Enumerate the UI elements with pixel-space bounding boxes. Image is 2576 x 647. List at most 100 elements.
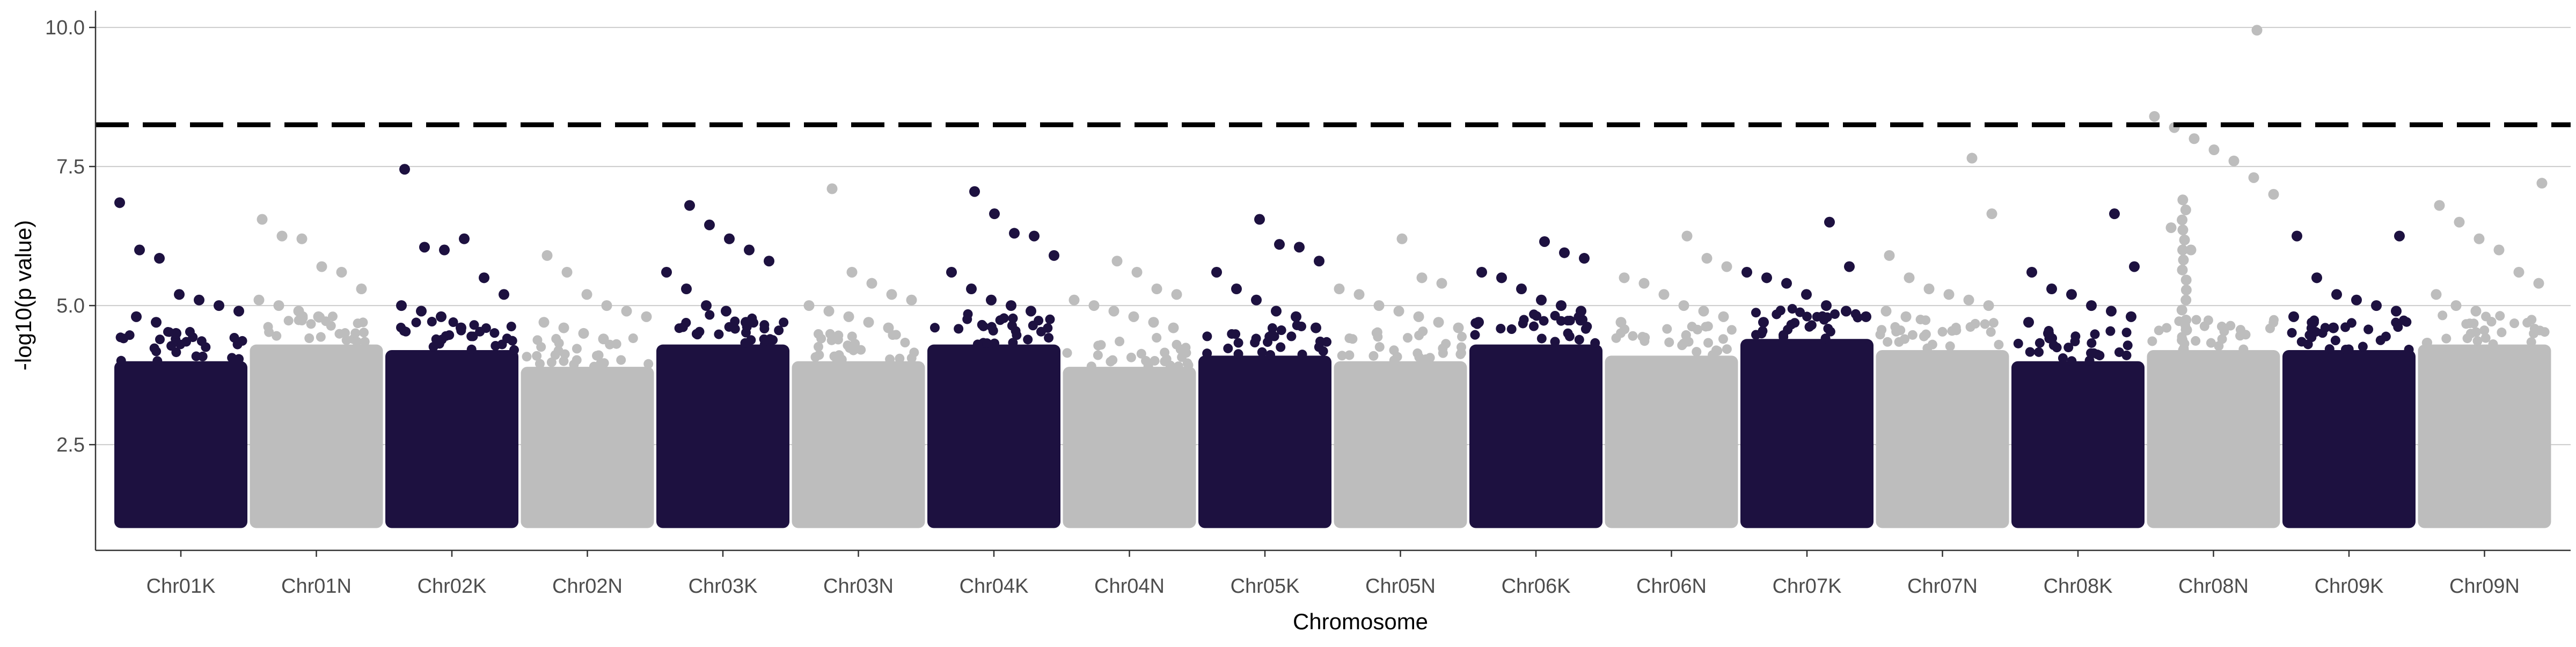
data-point — [2241, 330, 2251, 340]
data-point — [360, 337, 370, 347]
data-point — [1550, 337, 1560, 347]
data-points — [114, 25, 2551, 528]
data-point — [151, 346, 162, 357]
data-point — [152, 356, 163, 366]
data-point — [977, 319, 987, 330]
data-point — [358, 328, 369, 338]
data-point — [401, 326, 411, 337]
dense-point-cluster — [114, 361, 247, 528]
data-point — [174, 289, 185, 300]
data-point — [816, 333, 826, 344]
data-point — [2473, 233, 2485, 244]
data-point — [116, 355, 126, 366]
data-point — [1128, 311, 1139, 322]
data-point — [2129, 261, 2140, 272]
data-point — [131, 311, 142, 322]
data-point — [1036, 326, 1046, 337]
data-point — [2086, 348, 2096, 358]
data-point — [1453, 322, 1464, 333]
x-tick-label: Chr09N — [2449, 575, 2520, 598]
data-point — [1265, 350, 1276, 360]
x-tick-label: Chr04K — [960, 575, 1029, 598]
data-point — [1943, 289, 1955, 300]
data-point — [2121, 328, 2132, 338]
data-point — [1292, 320, 1302, 330]
data-point — [885, 354, 895, 365]
data-point — [2063, 343, 2074, 353]
data-point — [1374, 342, 1385, 352]
data-point — [1550, 310, 1560, 321]
data-point — [2087, 338, 2097, 348]
data-point — [746, 335, 756, 345]
dense-point-cluster — [1876, 350, 2009, 528]
data-point — [1850, 309, 1861, 319]
data-point — [2180, 204, 2191, 215]
data-point — [1820, 333, 1831, 344]
data-point — [296, 233, 308, 244]
data-point — [1496, 323, 1506, 333]
data-point — [883, 322, 894, 333]
data-point — [906, 353, 917, 363]
data-point — [1353, 289, 1365, 300]
dense-point-cluster — [250, 344, 383, 528]
data-point — [171, 328, 181, 339]
data-point — [171, 347, 181, 358]
data-point — [1202, 348, 1212, 359]
data-point — [1516, 283, 1527, 295]
data-point — [1761, 272, 1772, 283]
data-point — [550, 350, 560, 360]
data-point — [1536, 333, 1547, 344]
data-point — [721, 306, 731, 317]
data-point — [1988, 318, 1999, 328]
data-point — [2296, 337, 2307, 347]
data-point — [2109, 208, 2120, 220]
data-point — [1758, 317, 1769, 328]
data-point — [191, 351, 201, 361]
data-point — [1579, 253, 1590, 264]
data-point — [2180, 274, 2192, 286]
data-point — [1638, 278, 1650, 289]
data-point — [628, 333, 638, 343]
data-point — [990, 338, 1000, 348]
dense-point-cluster — [2147, 350, 2280, 528]
data-point — [1276, 342, 1286, 352]
data-point — [2533, 278, 2544, 289]
data-point — [1318, 346, 1328, 357]
x-tick-label: Chr02N — [552, 575, 623, 598]
data-point — [546, 357, 557, 367]
data-point — [779, 317, 789, 328]
data-point — [1678, 300, 1689, 311]
dense-point-cluster — [385, 350, 518, 528]
data-point — [900, 338, 910, 348]
x-tick-label: Chr02K — [418, 575, 487, 598]
data-point — [1966, 152, 1978, 164]
data-point — [1008, 338, 1018, 348]
data-point — [1786, 319, 1796, 330]
data-point — [2461, 319, 2471, 329]
data-point — [1470, 330, 1480, 340]
data-point — [768, 335, 778, 345]
data-point — [272, 331, 282, 341]
data-point — [2450, 300, 2462, 311]
data-point — [572, 355, 582, 365]
data-point — [969, 186, 980, 197]
data-point — [283, 316, 294, 326]
data-point — [1718, 334, 1728, 344]
y-tick-label: 5.0 — [56, 295, 85, 317]
data-point — [416, 306, 427, 317]
data-point — [1150, 355, 1160, 366]
data-point — [2404, 345, 2414, 355]
data-point — [1171, 289, 1182, 300]
dense-point-cluster — [1063, 367, 1196, 528]
data-point — [2340, 322, 2351, 332]
data-point — [1414, 330, 1424, 340]
data-point — [2013, 338, 2023, 348]
data-point — [535, 359, 545, 369]
data-point — [273, 300, 284, 311]
data-point — [1883, 337, 1893, 347]
data-point — [1590, 338, 1600, 348]
data-point — [1963, 294, 1974, 306]
data-point — [2488, 339, 2498, 349]
data-point — [1161, 354, 1172, 364]
data-point — [1251, 294, 1262, 306]
